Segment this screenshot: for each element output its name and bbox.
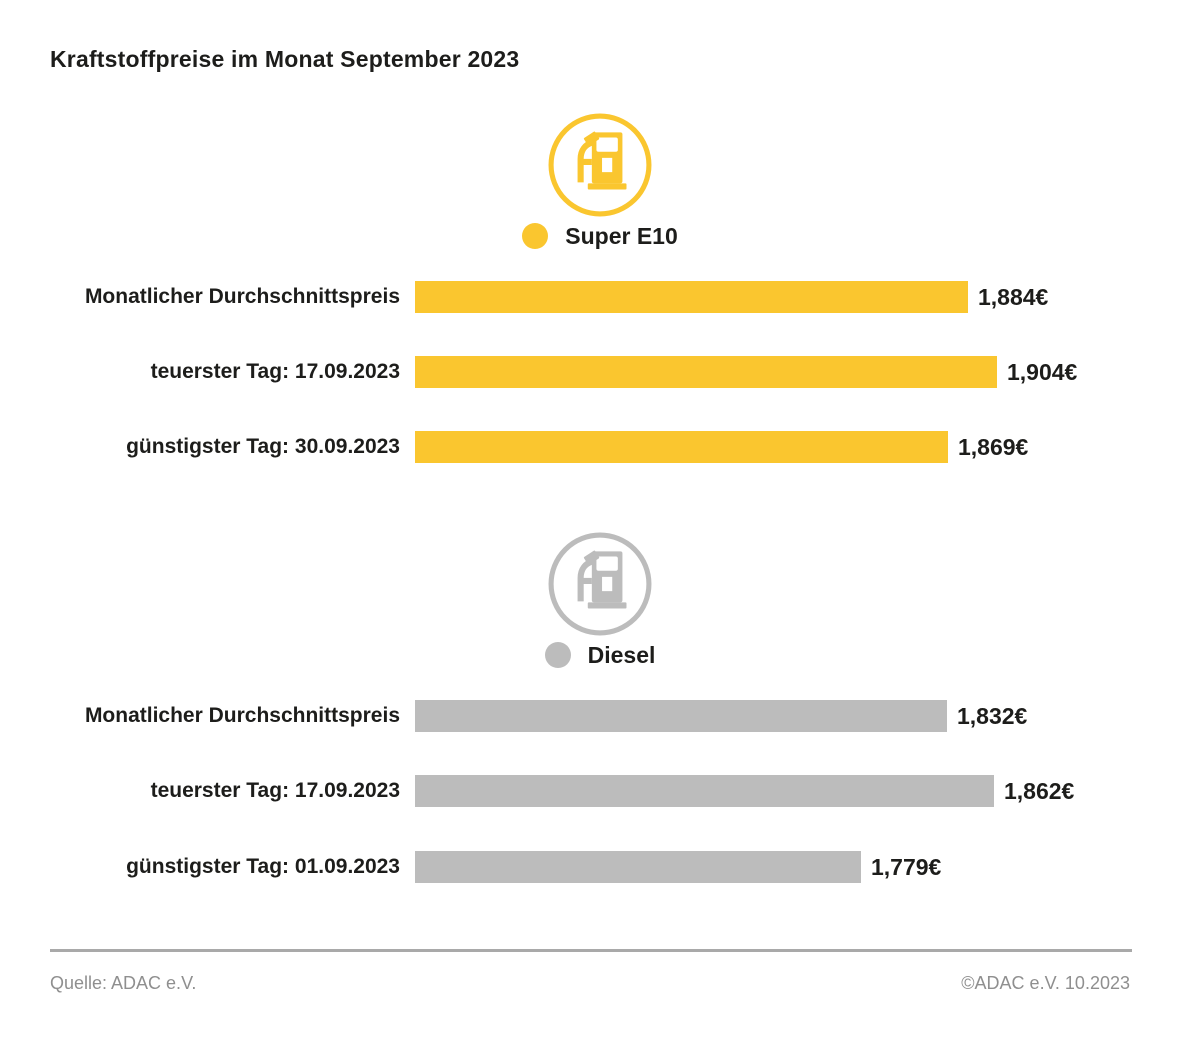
bar-row-diesel-min: günstigster Tag: 01.09.2023 1,779€ [0, 851, 1200, 883]
super-e10-icon-wrap [0, 112, 1200, 218]
footer-source: Quelle: ADAC e.V. [50, 973, 197, 993]
bar-label: teuerster Tag: 17.09.2023 [150, 360, 400, 383]
bar-label: günstigster Tag: 30.09.2023 [126, 435, 400, 458]
bar-row-super-min: günstigster Tag: 30.09.2023 1,869€ [0, 431, 1200, 463]
bar-value: 1,832€ [957, 703, 1028, 729]
bar-diesel-avg [415, 700, 947, 732]
bar-value: 1,904€ [1007, 359, 1078, 385]
legend-dot-super-e10 [522, 223, 549, 249]
bar-label: günstigster Tag: 01.09.2023 [126, 855, 400, 878]
bar-label: teuerster Tag: 17.09.2023 [150, 779, 400, 802]
bar-value: 1,869€ [958, 434, 1029, 460]
bar-row-diesel-avg: Monatlicher Durchschnittspreis 1,832€ [0, 700, 1200, 732]
diesel-icon-wrap [0, 531, 1200, 637]
bar-diesel-max [415, 775, 994, 807]
footer-copyright: ©ADAC e.V. 10.2023 [961, 973, 1130, 993]
bar-row-super-avg: Monatlicher Durchschnittspreis 1,884€ [0, 281, 1200, 313]
bar-super-min [415, 431, 948, 463]
bar-label: Monatlicher Durchschnittspreis [84, 285, 400, 308]
bar-value: 1,862€ [1004, 778, 1075, 804]
legend-diesel: Diesel [0, 641, 1200, 669]
bar-label: Monatlicher Durchschnittspreis [84, 704, 400, 727]
legend-super-e10: Super E10 [0, 222, 1200, 250]
footer-divider [50, 949, 1132, 952]
bar-row-super-max: teuerster Tag: 17.09.2023 1,904€ [0, 356, 1200, 388]
bar-super-max [415, 356, 997, 388]
legend-label-diesel: Diesel [587, 641, 656, 668]
fuel-pump-icon [548, 532, 652, 636]
fuel-pump-icon [548, 113, 652, 217]
bar-value: 1,779€ [871, 854, 942, 880]
legend-label-super-e10: Super E10 [565, 222, 678, 249]
bar-row-diesel-max: teuerster Tag: 17.09.2023 1,862€ [0, 775, 1200, 807]
bar-value: 1,884€ [978, 284, 1049, 310]
page-title: Kraftstoffpreise im Monat September 2023 [50, 46, 520, 72]
bar-super-avg [415, 281, 968, 313]
bar-diesel-min [415, 851, 861, 883]
legend-dot-diesel [544, 642, 571, 668]
